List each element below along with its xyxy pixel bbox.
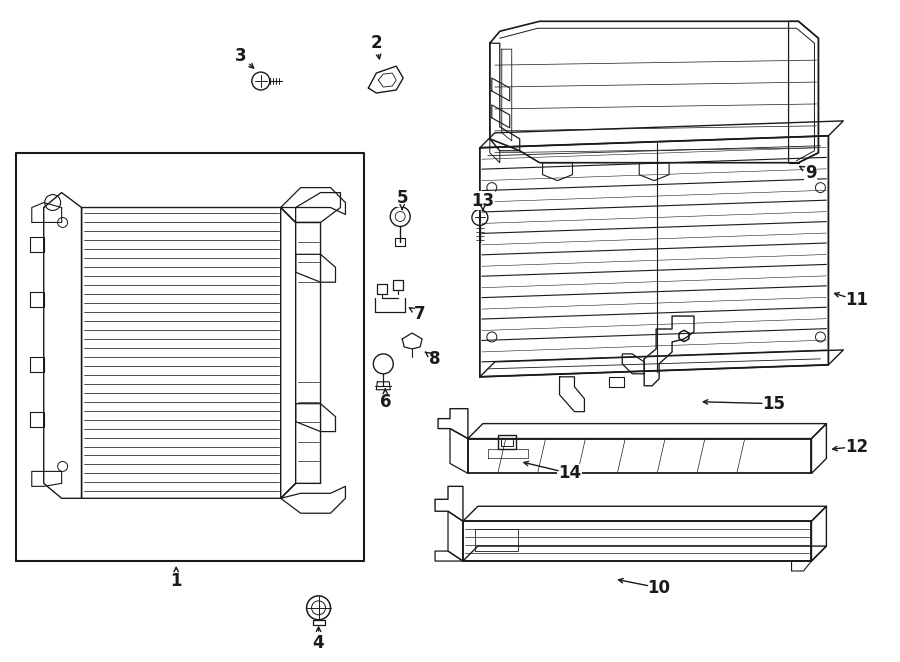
- Text: 7: 7: [414, 305, 426, 323]
- Text: 3: 3: [235, 47, 247, 65]
- Text: 2: 2: [371, 34, 382, 52]
- Text: 4: 4: [312, 634, 324, 651]
- Text: 5: 5: [397, 189, 408, 207]
- Text: 12: 12: [845, 438, 868, 455]
- Text: 9: 9: [805, 164, 816, 181]
- Text: 11: 11: [845, 291, 868, 309]
- Text: 15: 15: [762, 395, 785, 412]
- Text: 1: 1: [170, 572, 182, 590]
- Text: 6: 6: [380, 393, 391, 410]
- Text: 13: 13: [472, 191, 494, 210]
- Text: 8: 8: [429, 350, 441, 368]
- Text: 14: 14: [558, 465, 581, 483]
- Text: 10: 10: [648, 579, 670, 597]
